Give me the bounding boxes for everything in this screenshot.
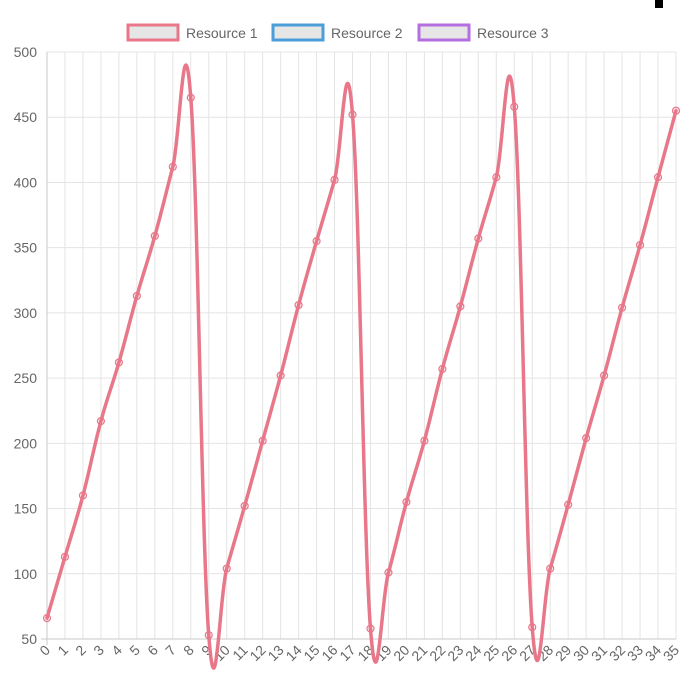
data-point-1-12[interactable]	[258, 436, 267, 445]
data-point-1-30[interactable]	[582, 434, 591, 443]
x-tick-label: 5	[126, 642, 143, 659]
data-point-1-29[interactable]	[564, 500, 573, 509]
x-tick-label: 6	[144, 642, 161, 659]
legend-label-1[interactable]: Resource 1	[186, 25, 258, 41]
data-point-1-7[interactable]	[168, 162, 177, 171]
data-point-1-17[interactable]	[348, 110, 357, 119]
data-point-1-32[interactable]	[617, 303, 627, 312]
data-point-1-15[interactable]	[312, 237, 321, 246]
x-tick-label: 0	[36, 642, 53, 659]
data-point-1-35[interactable]	[671, 106, 681, 115]
data-point-1-25[interactable]	[492, 173, 501, 182]
y-tick-label: 50	[21, 631, 37, 647]
x-tick-label: 1	[54, 642, 71, 659]
x-tick-label: 35	[660, 642, 682, 664]
data-point-1-2[interactable]	[78, 491, 88, 500]
y-tick-label: 500	[14, 44, 38, 60]
y-tick-label: 300	[14, 305, 38, 321]
legend-swatch-1[interactable]	[126, 23, 180, 42]
data-point-1-27[interactable]	[528, 623, 537, 632]
data-point-1-4[interactable]	[114, 358, 123, 367]
data-point-1-28[interactable]	[546, 564, 555, 573]
data-point-1-3[interactable]	[96, 417, 106, 426]
data-point-1-0[interactable]	[42, 614, 52, 623]
data-point-1-16[interactable]	[330, 175, 339, 184]
x-tick-labels: 0 1 2 3 4 5 6 7 8 9101112131415161718192021222324…	[36, 642, 682, 664]
legend-swatch-2[interactable]	[271, 23, 325, 42]
data-point-1-34[interactable]	[653, 173, 663, 182]
y-tick-label: 250	[14, 370, 38, 386]
data-point-1-11[interactable]	[240, 501, 249, 511]
y-tick-label: 100	[14, 566, 38, 582]
legend: Resource 1 Resource 2 Resource 3	[126, 23, 549, 42]
legend-swatch-3[interactable]	[417, 23, 471, 42]
y-tick-label: 450	[14, 109, 38, 125]
data-point-1-10[interactable]	[222, 564, 231, 573]
x-tick-label: 7	[162, 642, 179, 659]
data-point-1-19[interactable]	[384, 568, 393, 577]
data-point-1-5[interactable]	[132, 291, 141, 301]
data-point-1-14[interactable]	[294, 300, 303, 310]
data-point-1-31[interactable]	[600, 371, 609, 380]
data-point-1-33[interactable]	[635, 240, 645, 250]
data-point-1-22[interactable]	[438, 364, 447, 374]
data-point-1-21[interactable]	[420, 436, 429, 445]
data-point-1-24[interactable]	[474, 234, 483, 243]
series-line-1	[45, 63, 678, 670]
y-tick-labels: 50 100 150 200 250 300 350 400 450 500	[14, 44, 38, 647]
data-point-1-23[interactable]	[456, 302, 465, 311]
data-point-1-6[interactable]	[150, 231, 159, 241]
data-point-1-26[interactable]	[510, 102, 519, 111]
x-tick-label: 2	[72, 642, 89, 659]
legend-label-2[interactable]: Resource 2	[331, 25, 403, 41]
data-point-1-1[interactable]	[60, 552, 70, 561]
data-point-1-13[interactable]	[276, 371, 285, 380]
series-layer	[42, 63, 681, 670]
y-tick-label: 200	[14, 435, 38, 451]
data-point-1-18[interactable]	[366, 624, 375, 633]
x-tick-label: 8	[180, 642, 197, 659]
data-point-1-9[interactable]	[204, 630, 213, 640]
data-point-1-20[interactable]	[402, 497, 411, 507]
y-tick-label: 150	[14, 501, 38, 517]
y-tick-label: 350	[14, 240, 38, 256]
axes	[41, 52, 676, 645]
legend-label-3[interactable]: Resource 3	[477, 25, 549, 41]
data-point-1-8[interactable]	[186, 93, 195, 102]
y-tick-label: 400	[14, 174, 38, 190]
corner-mark	[655, 0, 663, 8]
x-tick-label: 4	[108, 642, 125, 659]
x-tick-label: 3	[90, 642, 107, 659]
